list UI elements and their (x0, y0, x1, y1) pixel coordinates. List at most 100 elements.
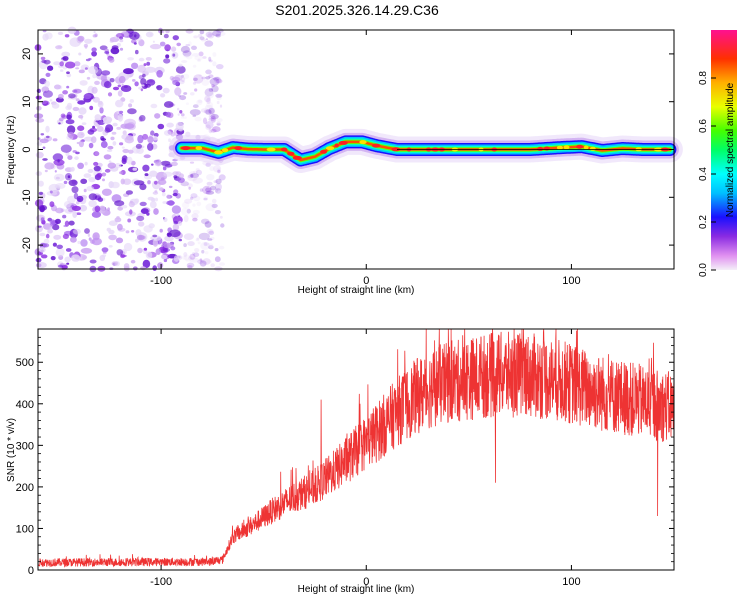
spectrogram-noise-cell (208, 128, 213, 134)
x-tick-label: -100 (150, 576, 172, 588)
spectrogram-noise-cell (132, 79, 136, 82)
spectrogram-noise-cell (40, 217, 45, 222)
spectrogram-noise-cell (114, 162, 121, 169)
spectrogram-noise-cell (152, 234, 158, 238)
spectrogram-noise-cell (195, 238, 200, 242)
spectrogram-noise-cell (194, 116, 202, 122)
spectrogram-noise-cell (196, 237, 200, 240)
spectrogram-noise-cell (158, 27, 163, 34)
spectrogram-noise-cell (68, 220, 75, 226)
spectrogram-noise-cell (208, 56, 212, 62)
spectrogram-noise-cell (158, 187, 164, 192)
spectrogram-noise-cell (208, 245, 214, 250)
spectrogram-noise-cell (174, 87, 182, 96)
spectrogram-noise-cell (38, 191, 44, 195)
spectrogram-noise-cell (76, 201, 80, 205)
spectrogram-noise-cell (55, 248, 65, 257)
spectrogram-noise-cell (194, 88, 198, 92)
spectrogram-noise-cell (99, 45, 108, 51)
spectrogram-noise-cell (46, 190, 58, 196)
spectrogram-noise-cell (124, 136, 134, 144)
spectrogram-noise-cell (71, 186, 79, 194)
snr-plot: -100 0 100 0 100 200 300 400 500 Height of stra… (6, 328, 675, 595)
spectrogram-noise-cell (108, 234, 117, 241)
spectrogram-noise-cell (206, 187, 209, 190)
spectrogram-noise-cell (167, 232, 170, 237)
spectrogram-noise-cell (147, 136, 154, 144)
spectrogram-noise-cell (189, 171, 196, 176)
spectrogram-noise-cell (218, 245, 225, 250)
spectrogram-noise-cell (133, 42, 137, 45)
spectrogram-noise-cell (132, 167, 138, 171)
spectrogram-hotspot (326, 146, 335, 151)
spectrogram-noise-cell (177, 177, 185, 183)
figure-title: S201.2025.326.14.29.C36 (275, 2, 439, 18)
spectrogram-noise-cell (84, 228, 90, 234)
spectrogram-noise-cell (215, 178, 222, 185)
spectrogram-noise-cell (201, 218, 210, 225)
spectrogram-noise-cell (192, 82, 197, 85)
spectrogram-noise-cell (122, 148, 130, 154)
spectrogram-noise-cell (205, 69, 212, 75)
spectrogram-noise-cell (65, 248, 72, 252)
spectrogram-noise-cell (78, 107, 87, 115)
spectrogram-noise-cell (75, 151, 80, 155)
spectrogram-noise-cell (91, 47, 97, 52)
spectrogram-noise-cell (59, 61, 64, 67)
spectrogram-noise-cell (103, 154, 112, 160)
spectrogram-noise-cell (80, 178, 88, 184)
spectrogram-noise-cell (117, 84, 122, 88)
spectrogram-noise-cell (107, 92, 113, 97)
spectrogram-noise-cell (190, 174, 194, 178)
spectrogram-noise-cell (54, 84, 61, 90)
spectrogram-noise-cell (45, 88, 49, 92)
spectrogram-noise-cell (149, 43, 162, 50)
spectrogram-noise-cell (143, 154, 151, 159)
spectrogram-noise-cell (157, 262, 164, 269)
spectrogram-noise-cell (212, 30, 222, 37)
spectrogram-noise-cell (142, 133, 149, 140)
spectrogram-noise-cell (70, 166, 75, 172)
spectrogram-noise-cell (192, 114, 197, 118)
spectrogram-noise-cell (88, 57, 92, 61)
spectrogram-noise-cell (86, 76, 91, 80)
snr-series-line (37, 328, 675, 568)
spectrogram-noise-cell (162, 248, 170, 252)
spectrogram-noise-cell (156, 85, 163, 91)
spectrogram-noise-cell (175, 171, 182, 177)
y-tick-label: 200 (16, 482, 34, 494)
spectrogram-hotspot (334, 143, 339, 148)
spectrogram-noise-cell (188, 186, 191, 190)
spectrogram-noise-cell (64, 34, 70, 38)
colorbar: 0.0 0.2 0.4 0.6 0.8 Normalized spectral ampl… (698, 30, 737, 277)
spectrogram-noise-cell (62, 56, 69, 61)
spectrogram-noise-cell (189, 257, 199, 263)
spectrogram-noise-cell (75, 67, 80, 70)
spectrogram-noise-cell (163, 258, 168, 263)
spectrogram-noise-cell (97, 197, 104, 202)
spectrogram-noise-cell (109, 78, 115, 83)
spectrogram-noise-cell (214, 256, 221, 263)
spectrogram-noise-cell (62, 233, 69, 240)
spectrogram-noise-cell (156, 70, 163, 78)
spectrogram-noise-cell (152, 265, 157, 271)
spectrogram-hotspot (266, 147, 276, 152)
spectrogram-noise-cell (129, 31, 140, 40)
spectrogram-noise-cell (49, 226, 53, 230)
spectrogram-noise-cell (102, 254, 107, 257)
spectrogram-noise-cell (183, 254, 190, 261)
spectrogram-noise-cell (204, 104, 214, 111)
spectrogram-noise-cell (173, 175, 178, 179)
spectrogram-noise-cell (144, 173, 149, 177)
spectrogram-noise-cell (206, 181, 213, 186)
spectrogram-noise-cell (163, 217, 168, 223)
spectrogram-noise-cell (216, 126, 220, 129)
spectrogram-noise-cell (117, 90, 123, 97)
spectrogram-noise-cell (172, 35, 179, 41)
spectrogram-noise-cell (165, 163, 173, 168)
spectrogram-noise-cell (34, 199, 44, 207)
spectrogram-noise-cell (92, 34, 98, 38)
spectrogram-noise-cell (35, 171, 42, 177)
spectrogram-noise-cell (170, 246, 176, 251)
spectrogram-noise-cell (65, 119, 75, 125)
